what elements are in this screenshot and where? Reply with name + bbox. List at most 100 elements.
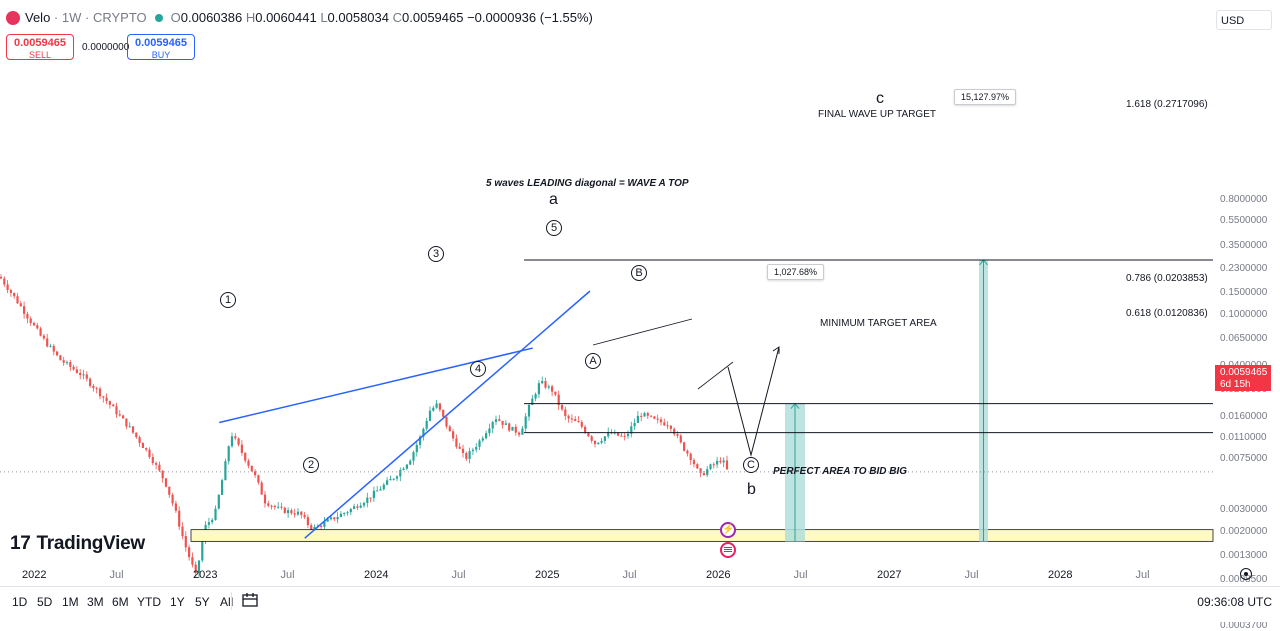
candle-body (722, 460, 725, 463)
candle-body (95, 388, 98, 390)
price-tick-label: 0.0110000 (1220, 431, 1267, 443)
timeframe-button[interactable]: 5Y (195, 595, 210, 609)
candle-body (339, 513, 342, 517)
candle-body (560, 405, 564, 410)
candle-body (138, 437, 141, 443)
candle-body (702, 473, 705, 476)
candle-body (184, 536, 187, 548)
candle-body (303, 514, 306, 518)
utc-clock[interactable]: 09:36:08 UTC (1197, 595, 1272, 609)
candle-body (59, 355, 62, 361)
candle-body (115, 406, 118, 415)
timeframe-button[interactable]: 1D (12, 595, 28, 609)
candle-body (399, 470, 402, 477)
wave-marker-2: 2 (303, 457, 319, 473)
candle-body (62, 360, 65, 363)
candle-body (155, 463, 158, 465)
candle-body (336, 516, 339, 520)
candle-body (72, 366, 75, 370)
price-tick-label: 0.5500000 (1220, 214, 1268, 226)
candle-body (478, 440, 481, 447)
projection-pct-small[interactable]: 1,027.68% (767, 264, 825, 280)
candle-body (521, 428, 524, 435)
buy-button[interactable]: 0.0059465 BUY (127, 34, 195, 60)
event-flag-icon[interactable] (720, 542, 736, 558)
candle-body (570, 418, 573, 420)
candle-body (475, 446, 478, 450)
candle-body (689, 453, 692, 461)
date-range-icon[interactable] (241, 592, 259, 608)
candle-body (52, 345, 55, 352)
candle-body (221, 480, 224, 495)
time-tick-label: Jul (964, 569, 979, 581)
wave-a-label: a (549, 191, 558, 208)
currency-select[interactable]: USD (1216, 10, 1272, 30)
timeframe-button[interactable]: YTD (137, 595, 161, 609)
minimum-target-label: MINIMUM TARGET AREA (818, 318, 939, 329)
timeframe-button[interactable]: 6M (112, 595, 129, 609)
candle-body (725, 460, 729, 470)
timeframe-button[interactable]: All (220, 595, 234, 609)
timeframe-button[interactable]: 1M (62, 595, 79, 609)
candle-body (494, 419, 498, 423)
candle-body (531, 398, 534, 406)
wave-marker-4: 4 (470, 361, 486, 377)
candle-body (26, 313, 29, 319)
candle-body (92, 385, 95, 389)
candle-body (56, 351, 59, 356)
axis-settings-icon[interactable] (1240, 568, 1252, 580)
candle-body (386, 480, 389, 485)
candle-body (554, 391, 557, 395)
spread-value: 0.0000000 (82, 42, 130, 53)
candle-body (415, 444, 418, 453)
candle-body (686, 450, 689, 454)
price-tick-label: 0.8000000 (1220, 194, 1268, 206)
fib-0618-label: 0.618 (0.0120836) (1126, 308, 1208, 319)
time-tick-label: 2028 (1048, 569, 1073, 581)
timeframe-button[interactable]: 3M (87, 595, 104, 609)
candle-body (366, 497, 369, 503)
price-chart[interactable] (0, 0, 1280, 586)
candle-body (283, 507, 286, 514)
candle-body (534, 394, 537, 399)
candle-body (194, 564, 197, 574)
close-value: 0.0059465 (402, 10, 464, 25)
candle-body (402, 468, 405, 471)
change-value: −0.0000936 (−1.55%) (467, 10, 593, 25)
candle-body (504, 423, 507, 425)
sell-button[interactable]: 0.0059465 SELL (6, 34, 74, 60)
price-tick-label: 0.3500000 (1220, 239, 1268, 251)
candle-body (158, 464, 161, 471)
sell-label: SELL (28, 50, 52, 60)
projection-pct-large[interactable]: 15,127.97% (954, 89, 1017, 105)
interval-label[interactable]: 1W (61, 10, 82, 25)
candle-body (527, 405, 531, 417)
candle-body (699, 468, 702, 474)
candle-body (164, 478, 168, 487)
candle-body (706, 469, 709, 476)
candle-body (128, 426, 131, 428)
velo-logo-icon (6, 10, 20, 25)
timeframe-button[interactable]: 1Y (170, 595, 185, 609)
candle-body (461, 448, 465, 453)
timeframe-button[interactable]: 5D (37, 595, 53, 609)
candle-body (369, 497, 372, 499)
wave-b-label: b (747, 481, 756, 498)
candle-body (306, 517, 309, 526)
candle-body (584, 426, 587, 433)
projected-path-arrowhead (772, 346, 780, 354)
candle-body (65, 362, 69, 364)
candle-body (349, 508, 352, 513)
diagonal-note: 5 waves LEADING diagonal = WAVE A TOP (486, 178, 689, 189)
candle-body (653, 416, 656, 419)
candle-body (257, 475, 260, 483)
symbol-header[interactable]: Velo · 1W · CRYPTO O0.0060386 H0.0060441… (6, 10, 593, 25)
time-tick-label: Jul (1135, 569, 1150, 581)
candle-body (626, 433, 630, 437)
event-lightning-icon[interactable]: ⚡ (720, 522, 736, 538)
candle-body (131, 426, 135, 433)
candle-body (188, 547, 191, 558)
candle-body (409, 460, 412, 465)
symbol-name[interactable]: Velo (25, 10, 51, 25)
candle-body (250, 465, 253, 472)
